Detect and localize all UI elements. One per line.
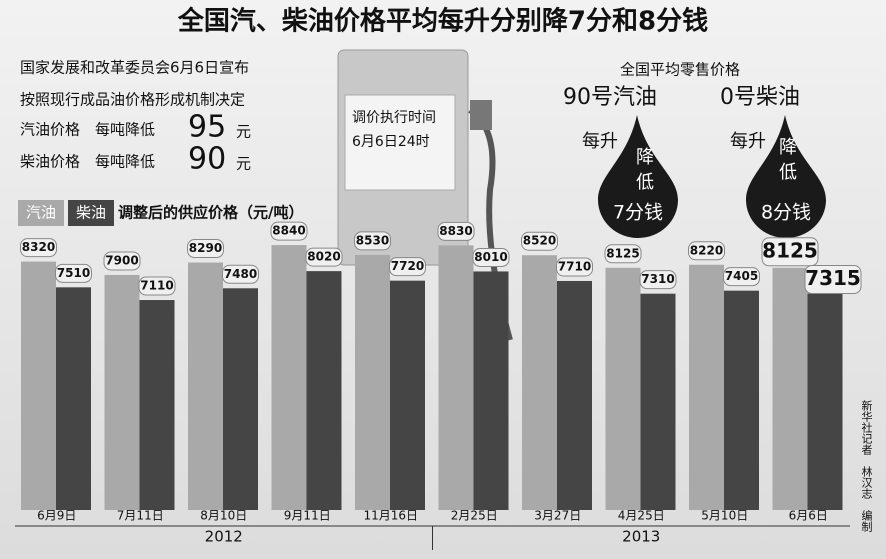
x-tick-label: 9月11日 [284, 509, 331, 523]
x-tick-label: 11月16日 [363, 509, 418, 523]
bar [773, 268, 808, 510]
value-label: 8320 [22, 240, 55, 254]
year-label: 2013 [622, 528, 660, 546]
bar [21, 262, 56, 510]
bar [188, 263, 223, 510]
drop-text: 降 [779, 137, 797, 158]
cut-label: 汽油价格 每吨降低 [20, 121, 155, 139]
note: 国家发展和改革委员会6月6日宣布 [20, 59, 249, 77]
bar [808, 294, 843, 510]
value-label: 7315 [805, 266, 861, 290]
bar [307, 271, 342, 510]
pump-text: 调价执行时间 [352, 110, 436, 126]
cut-label: 柴油价格 每吨降低 [20, 153, 155, 171]
legend-title: 调整后的供应价格（元/吨） [118, 204, 303, 222]
drop-text: 降 [636, 147, 654, 168]
value-label: 8290 [189, 241, 222, 255]
value-label: 8840 [272, 224, 305, 238]
cut-amount: 90 [188, 142, 226, 177]
value-label: 7510 [57, 266, 90, 280]
bar [557, 281, 592, 510]
value-label: 7405 [725, 269, 758, 283]
retail-title: 全国平均零售价格 [620, 61, 740, 79]
bar [606, 268, 641, 510]
value-label: 7710 [558, 259, 591, 273]
cut-unit: 元 [236, 123, 251, 141]
note: 按照现行成品油价格形成机制决定 [20, 91, 245, 109]
bar [689, 265, 724, 510]
year-label: 2012 [205, 528, 243, 546]
bar [223, 288, 258, 510]
value-label: 8010 [474, 250, 507, 264]
bar [105, 275, 140, 510]
value-label: 8125 [762, 238, 818, 262]
x-tick-label: 5月10日 [701, 509, 748, 523]
value-label: 8020 [307, 250, 340, 264]
drop-text: 7分钱 [613, 202, 663, 224]
value-label: 7110 [140, 279, 173, 293]
drop-text: 8分钱 [761, 202, 811, 224]
value-label: 8530 [356, 233, 389, 247]
value-label: 8830 [439, 224, 472, 238]
per: 每升 [730, 131, 766, 152]
value-label: 7310 [641, 272, 674, 286]
bar [724, 291, 759, 510]
bar [56, 287, 91, 510]
bar [641, 294, 676, 510]
credit: 新华社记者 林汉志 编制 [860, 399, 873, 532]
infographic: 全国汽、柴油价格平均每升分别降7分和8分钱 国家发展和改革委员会6月6日宣布 按… [0, 0, 886, 559]
legend-label: 汽油 [26, 204, 56, 222]
x-tick-label: 7月11日 [117, 509, 164, 523]
value-label: 8520 [523, 234, 556, 248]
bar [272, 245, 307, 510]
x-tick-label: 6月6日 [789, 509, 828, 523]
value-label: 7900 [105, 253, 138, 267]
bar [439, 245, 474, 510]
x-tick-label: 6月9日 [37, 509, 76, 523]
value-label: 8220 [690, 243, 723, 257]
x-tick-label: 3月27日 [534, 509, 581, 523]
cut-unit: 元 [236, 155, 251, 173]
bar [474, 271, 509, 510]
drop-text: 低 [779, 162, 797, 183]
fuel: 90号汽油 [563, 85, 657, 110]
bar [355, 255, 390, 510]
pump-text: 6月6日24时 [352, 134, 430, 150]
value-label: 7720 [391, 259, 424, 273]
legend-label: 柴油 [76, 204, 106, 222]
bar [390, 281, 425, 510]
x-tick-label: 8月10日 [200, 509, 247, 523]
fuel: 0号柴油 [720, 85, 800, 110]
value-label: 7480 [224, 267, 257, 281]
x-tick-label: 4月25日 [618, 509, 665, 523]
cut-amount: 95 [188, 110, 226, 145]
x-tick-label: 2月25日 [451, 509, 498, 523]
title: 全国汽、柴油价格平均每升分别降7分和8分钱 [177, 6, 708, 37]
bar [140, 300, 175, 510]
value-label: 8125 [606, 246, 639, 260]
bar [522, 255, 557, 510]
per: 每升 [582, 131, 618, 152]
drop-text: 低 [636, 172, 654, 193]
